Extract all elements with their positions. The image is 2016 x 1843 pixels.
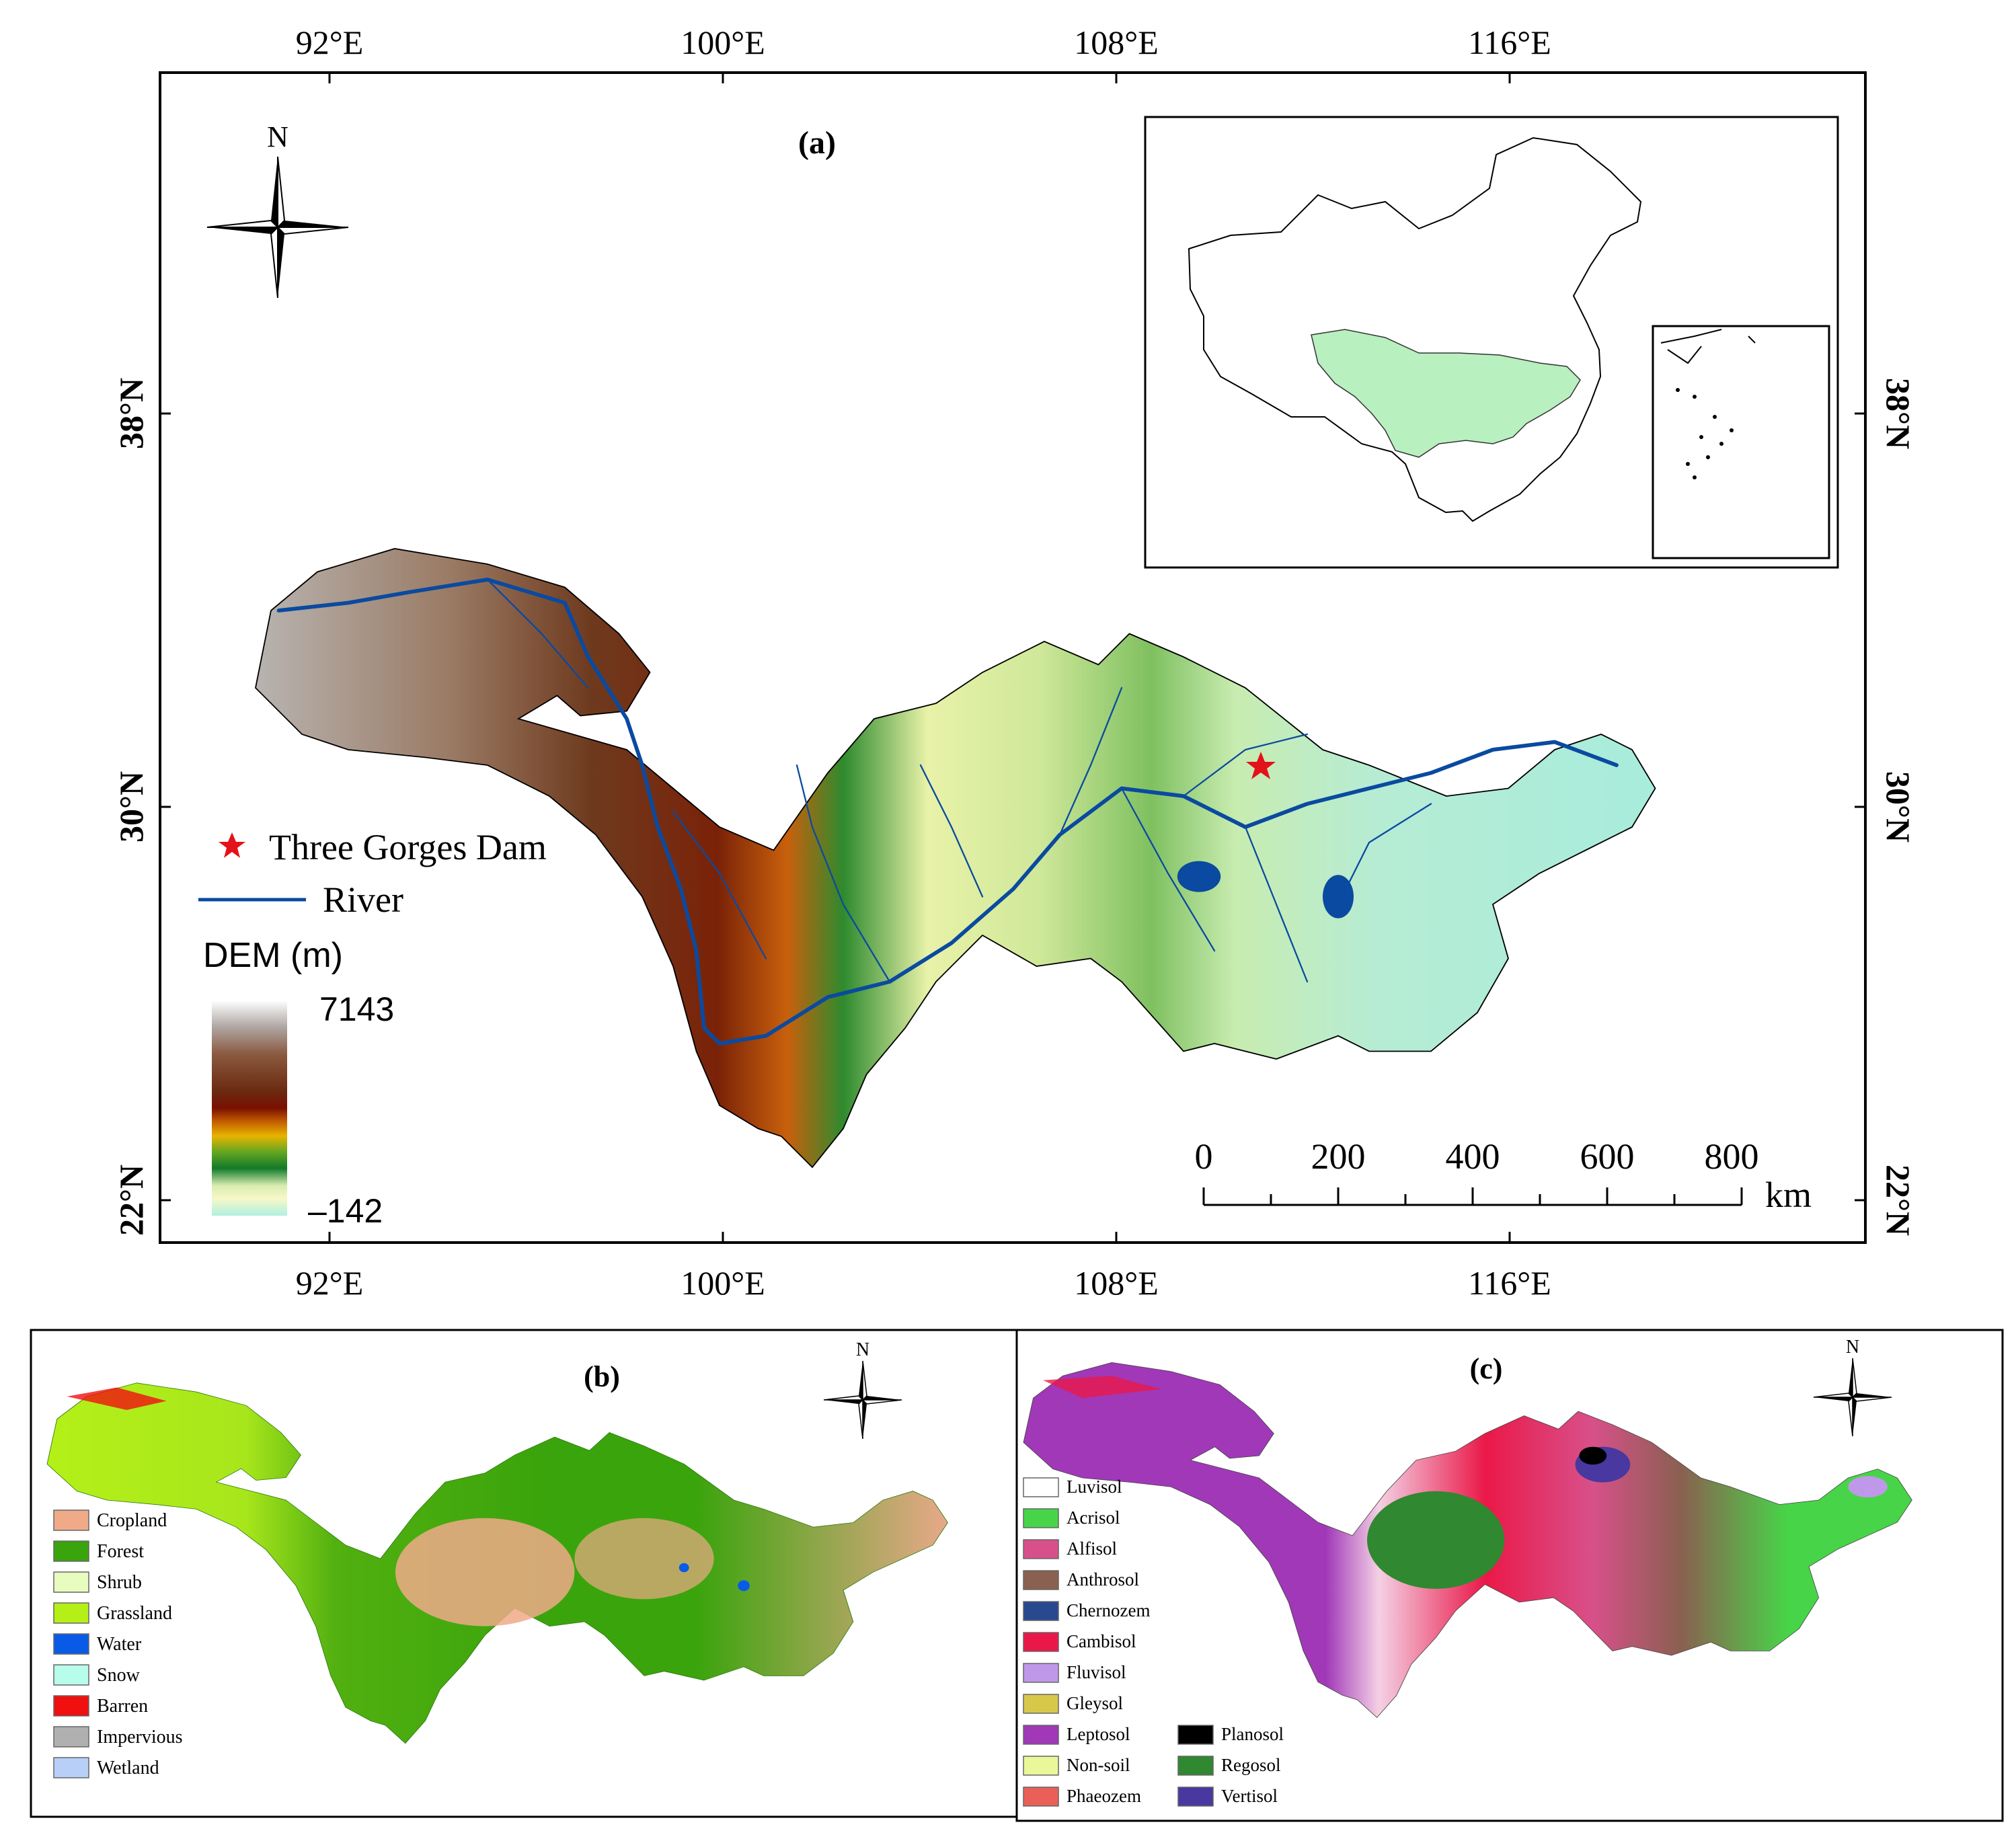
soil-map [1023, 1362, 1913, 1719]
landcover-legend-swatch [53, 1664, 89, 1686]
soil-legend-swatch [1023, 1787, 1059, 1807]
map-legend: Three Gorges Dam River DEM (m) 7143 –142 [198, 827, 547, 1230]
soil-legend-swatch [1023, 1725, 1059, 1745]
panel-c: (c) N Luvisol Acrisol Alfisol Anthrosol Cher… [1015, 1329, 2004, 1822]
lat-label-right-30: 30°N [1879, 771, 1917, 842]
north-arrow-c-icon: N [1813, 1337, 1892, 1437]
soil-legend-swatch [1023, 1663, 1059, 1683]
scale-tick-400: 400 [1446, 1136, 1500, 1177]
soil-legend-swatch [1177, 1787, 1214, 1807]
lat-label-left-22: 22°N [112, 1165, 150, 1236]
dem-legend-title: DEM (m) [203, 936, 343, 975]
lon-label-bottom-92: 92°E [296, 1264, 364, 1302]
lat-label-right-22: 22°N [1879, 1165, 1917, 1236]
north-arrow-icon: N [206, 120, 349, 299]
lat-label-right-38: 38°N [1879, 378, 1917, 449]
panel-a-label: (a) [798, 125, 836, 161]
landcover-legend-swatch [53, 1726, 89, 1748]
north-arrow-b-icon: N [823, 1339, 902, 1440]
soil-legend-label: Gleysol [1067, 1693, 1123, 1713]
soil-legend-swatch [1023, 1539, 1059, 1559]
landcover-legend-label: Snow [97, 1665, 141, 1686]
lon-label-bottom-108: 108°E [1074, 1264, 1159, 1302]
soil-legend-label: Vertisol [1221, 1786, 1278, 1806]
soil-legend-swatch [1023, 1632, 1059, 1652]
landcover-legend-swatch [53, 1602, 89, 1624]
landcover-legend-label: Wetland [97, 1758, 159, 1778]
soil-legend-label: Acrisol [1067, 1507, 1120, 1528]
scale-tick-200: 200 [1311, 1136, 1366, 1177]
landcover-legend-label: Barren [97, 1696, 148, 1717]
dem-max-label: 7143 [319, 990, 394, 1028]
lat-label-left-30: 30°N [112, 771, 150, 842]
river-network [276, 578, 1619, 1046]
north-label-b: N [856, 1339, 869, 1360]
scale-tick-800: 800 [1705, 1136, 1759, 1177]
dem-color-bar [212, 1001, 287, 1216]
soil-legend-label: Phaeozem [1067, 1786, 1141, 1806]
panel-b-label: (b) [584, 1360, 620, 1393]
landcover-legend: Cropland Forest Shrub Grassland Water Snow Bar… [53, 1509, 183, 1778]
china-outline [1188, 136, 1642, 522]
landcover-legend-label: Shrub [97, 1572, 142, 1593]
lat-label-left-38: 38°N [112, 378, 150, 449]
panel-c-label: (c) [1470, 1352, 1503, 1385]
landcover-legend-swatch [53, 1757, 89, 1778]
lake-water [1177, 861, 1354, 918]
soil-legend-label: Chernozem [1067, 1600, 1150, 1620]
scale-unit: km [1765, 1175, 1812, 1215]
basin-dem [254, 547, 1656, 1169]
landcover-legend-label: Cropland [97, 1510, 167, 1531]
soil-legend-swatch [1023, 1477, 1059, 1497]
scale-tick-0: 0 [1195, 1136, 1213, 1177]
dam-legend-icon [219, 832, 245, 858]
landcover-legend-label: Impervious [97, 1727, 183, 1748]
landcover-legend-label: Water [97, 1634, 142, 1655]
lon-label-bottom-100: 100°E [681, 1264, 765, 1302]
north-label: N [267, 120, 288, 153]
soil-legend-swatch [1023, 1601, 1059, 1621]
soil-legend-label: Cambisol [1067, 1631, 1136, 1651]
three-gorges-dam-marker [1246, 752, 1276, 779]
panel-b: (b) N Cropland Forest Shrub Grassland Water S… [30, 1329, 1018, 1818]
soil-legend-swatch [1023, 1508, 1059, 1528]
soil-legend-swatch [1023, 1756, 1059, 1776]
lon-label-top-108: 108°E [1074, 24, 1159, 61]
lon-label-top-100: 100°E [681, 24, 765, 61]
soil-legend-swatch [1023, 1570, 1059, 1590]
scale-tick-600: 600 [1580, 1136, 1635, 1177]
lon-label-top-116: 116°E [1468, 24, 1551, 61]
inset-map [1144, 116, 1839, 569]
soil-legend-label: Non-soil [1067, 1755, 1130, 1775]
panel-a: 92°E 100°E 108°E 116°E 92°E 100°E 108°E … [112, 24, 1917, 1302]
landcover-legend-swatch [53, 1540, 89, 1562]
basin-inset [1311, 329, 1581, 458]
landcover-map [46, 1382, 949, 1744]
dem-min-label: –142 [308, 1192, 383, 1230]
landcover-legend-label: Forest [97, 1541, 144, 1562]
river-legend-label: River [323, 879, 403, 920]
landcover-legend-swatch [53, 1509, 89, 1531]
soil-legend-label: Anthrosol [1067, 1569, 1139, 1590]
north-label-c: N [1846, 1337, 1859, 1358]
soil-legend-label: Alfisol [1067, 1538, 1117, 1559]
soil-legend-swatch [1023, 1694, 1059, 1714]
soil-legend-swatch [1177, 1725, 1214, 1745]
soil-legend: Luvisol Acrisol Alfisol Anthrosol Chernozem C… [1023, 1477, 1284, 1807]
soil-legend-label: Planosol [1221, 1724, 1284, 1744]
soil-legend-label: Fluvisol [1067, 1662, 1126, 1682]
soil-legend-label: Leptosol [1067, 1724, 1130, 1744]
lon-label-bottom-116: 116°E [1468, 1264, 1551, 1302]
landcover-legend-label: Grassland [97, 1603, 172, 1624]
landcover-legend-swatch [53, 1633, 89, 1655]
soil-legend-label: Regosol [1221, 1755, 1281, 1775]
soil-legend-label: Luvisol [1067, 1477, 1122, 1497]
soil-legend-swatch [1177, 1756, 1214, 1776]
scale-bar: 0 200 400 600 800 km [1195, 1136, 1812, 1215]
dam-legend-label: Three Gorges Dam [269, 827, 547, 867]
landcover-legend-swatch [53, 1571, 89, 1593]
lon-label-top-92: 92°E [296, 24, 364, 61]
landcover-legend-swatch [53, 1695, 89, 1717]
